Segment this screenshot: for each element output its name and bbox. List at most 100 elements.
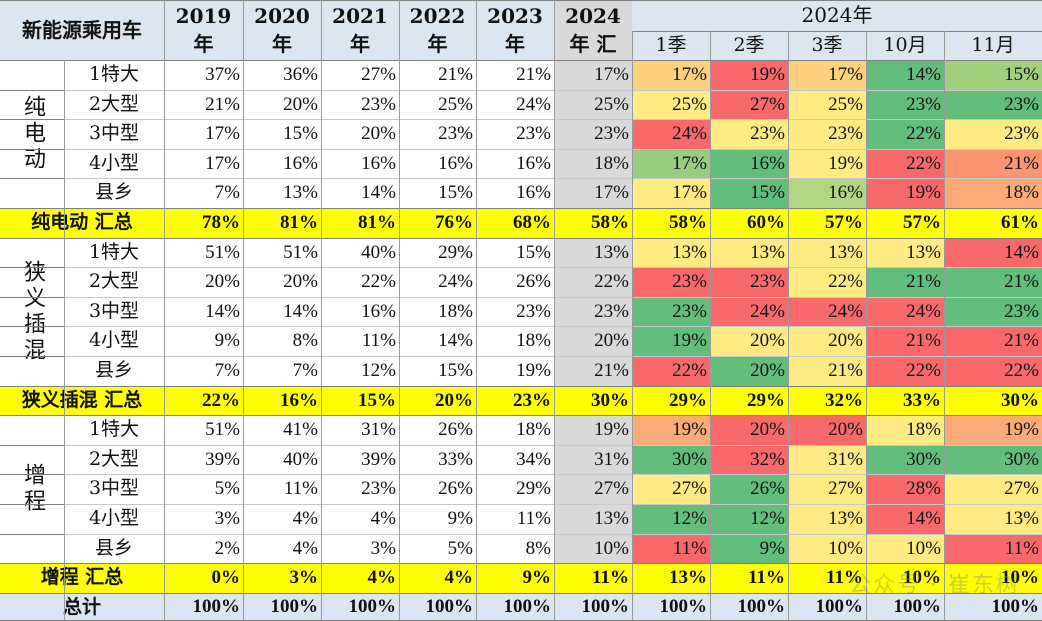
row-label: 2大型 <box>88 270 140 293</box>
grand-total-cell: 100% <box>554 592 632 621</box>
group-label: 增程 <box>20 463 45 516</box>
data-cell: 24% <box>788 296 866 327</box>
grand-total-cell: 100% <box>321 592 399 621</box>
data-cell: 20% <box>283 93 318 115</box>
data-cell: 13% <box>554 504 632 534</box>
row-label: 2大型 <box>88 447 140 470</box>
data-cell: 24% <box>438 271 473 293</box>
row-label: 4小型 <box>88 507 140 529</box>
grid-line-h-inner <box>64 178 1042 179</box>
data-cell: 23% <box>710 267 788 297</box>
total-cell: 81% <box>243 208 321 238</box>
data-cell: 30% <box>866 444 944 475</box>
data-cell: 13% <box>866 237 944 268</box>
grid-line-v <box>944 31 945 621</box>
data-cell: 27% <box>632 474 710 504</box>
data-cell: 22% <box>632 356 710 386</box>
data-cell: 26% <box>438 478 473 500</box>
data-cell: 16% <box>788 178 866 208</box>
row-label: 1特大 <box>88 63 140 85</box>
data-cell: 41% <box>283 419 318 441</box>
total-cell: 76% <box>399 208 476 238</box>
year-header: 2020 年 <box>243 0 321 60</box>
data-cell: 19% <box>554 415 632 445</box>
data-cell: 13% <box>632 237 710 268</box>
data-cell: 24% <box>710 296 788 327</box>
total-cell: 4% <box>321 563 399 593</box>
data-cell: 17% <box>788 60 866 90</box>
total-cell: 57% <box>788 208 866 238</box>
data-cell: 14% <box>283 300 318 322</box>
data-cell: 18% <box>866 415 944 445</box>
data-cell: 5% <box>447 537 473 559</box>
data-cell: 27% <box>554 474 632 504</box>
data-cell: 14% <box>438 330 473 352</box>
period-group-header: 2024年 <box>801 3 873 27</box>
grand-total-cell: 100% <box>399 592 476 621</box>
grid-line-v <box>632 31 633 621</box>
data-cell: 25% <box>438 93 473 115</box>
grid-line-v <box>710 31 711 621</box>
year-header-line1: 2021 <box>332 4 388 28</box>
data-cell: 20% <box>710 415 788 445</box>
data-cell: 5% <box>214 478 240 500</box>
data-cell: 19% <box>788 148 866 179</box>
row-label: 县乡 <box>94 181 133 204</box>
data-cell: 17% <box>205 123 240 145</box>
row-label: 4小型 <box>88 151 140 174</box>
total-row-label: 增程 汇总 <box>0 563 164 593</box>
data-cell: 17% <box>632 178 710 208</box>
total-cell: 81% <box>321 208 399 238</box>
data-cell: 23% <box>361 93 396 115</box>
data-cell: 14% <box>866 60 944 90</box>
data-cell: 23% <box>866 89 944 120</box>
data-cell: 23% <box>361 478 396 500</box>
data-cell: 30% <box>944 444 1042 475</box>
total-cell: 23% <box>476 385 554 416</box>
data-cell: 19% <box>516 360 551 381</box>
group-label: 纯电动 <box>20 95 45 173</box>
row-label: 3中型 <box>88 477 140 500</box>
total-cell: 30% <box>944 385 1042 416</box>
grid-line-h-inner <box>64 356 1042 357</box>
year-header: 2024 年 汇 <box>554 0 632 60</box>
data-cell: 24% <box>866 296 944 327</box>
data-cell: 11% <box>944 533 1042 564</box>
data-cell: 9% <box>710 533 788 564</box>
data-cell: 34% <box>516 448 551 470</box>
data-cell: 9% <box>447 508 473 529</box>
data-cell: 13% <box>944 504 1042 534</box>
year-header-line1: 2020 <box>254 4 310 28</box>
total-cell: 11% <box>554 563 632 593</box>
data-cell: 32% <box>710 444 788 475</box>
row-label: 3中型 <box>88 299 140 322</box>
data-cell: 27% <box>710 89 788 120</box>
total-cell: 10% <box>944 563 1042 593</box>
grid-line-h <box>0 238 1042 239</box>
data-cell: 12% <box>361 360 396 381</box>
data-cell: 23% <box>710 119 788 149</box>
data-cell: 23% <box>944 89 1042 120</box>
data-cell: 13% <box>283 182 318 204</box>
grid-line-h-inner <box>64 326 1042 327</box>
total-cell: 32% <box>788 385 866 416</box>
data-cell: 51% <box>283 241 318 263</box>
grid-line-h-inner <box>64 534 1042 535</box>
data-cell: 26% <box>516 271 551 293</box>
data-cell: 16% <box>516 152 551 174</box>
data-cell: 23% <box>554 119 632 149</box>
grid-line-v <box>243 0 244 621</box>
data-cell: 20% <box>283 271 318 293</box>
period-header: 3季 <box>811 34 843 56</box>
data-cell: 29% <box>438 241 473 263</box>
grand-total-cell: 100% <box>944 592 1042 621</box>
data-cell: 13% <box>788 237 866 268</box>
data-cell: 8% <box>292 330 318 352</box>
data-cell: 15% <box>283 123 318 145</box>
period-header: 11月 <box>971 34 1015 56</box>
data-cell: 21% <box>944 267 1042 297</box>
data-cell: 23% <box>516 123 551 145</box>
data-cell: 27% <box>788 474 866 504</box>
data-cell: 18% <box>438 300 473 322</box>
